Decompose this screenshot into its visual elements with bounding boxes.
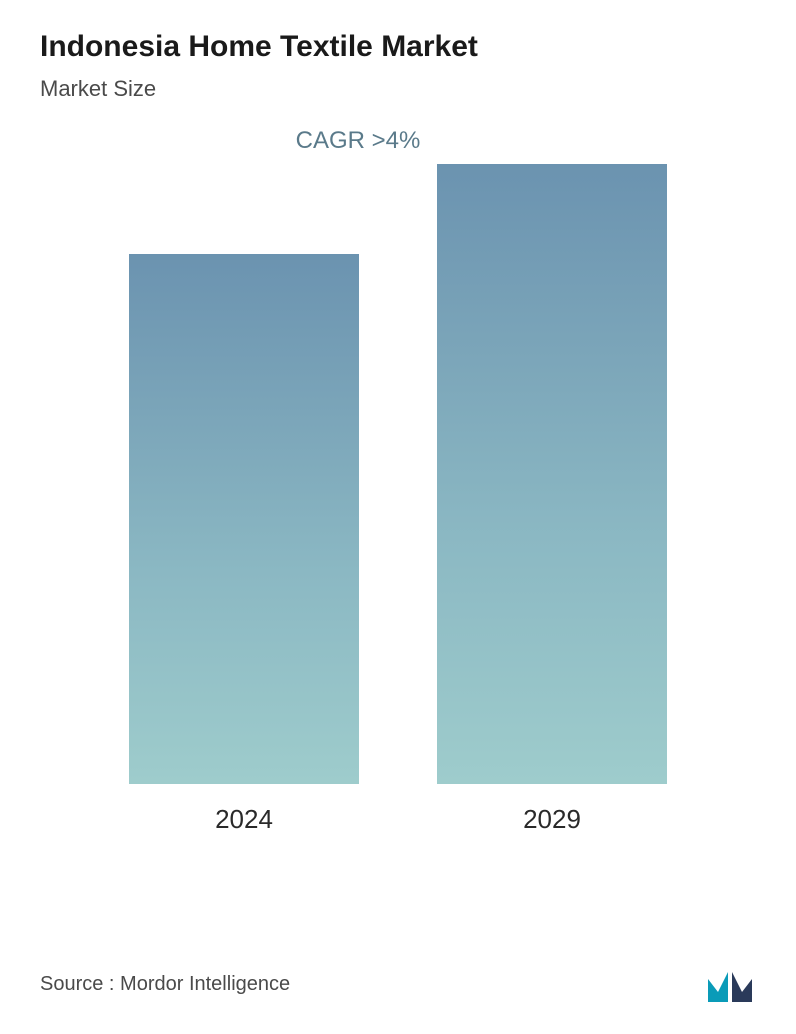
bar-wrapper-0: 2024 — [90, 254, 398, 835]
bar-1 — [437, 164, 667, 784]
bar-label-0: 2024 — [215, 804, 273, 835]
bar-wrapper-1: 2029 — [398, 164, 706, 835]
cagr-label: CAGR >4% — [0, 127, 756, 155]
chart-subtitle: Market Size — [40, 76, 756, 102]
chart-area: 2024 2029 — [70, 215, 726, 895]
bars-container: 2024 2029 — [70, 215, 726, 835]
source-attribution: Source : Mordor Intelligence — [40, 973, 290, 996]
bar-label-1: 2029 — [523, 804, 581, 835]
footer: Source : Mordor Intelligence — [40, 964, 756, 1004]
mordor-logo — [706, 964, 756, 1004]
bar-0 — [129, 254, 359, 784]
logo-icon — [706, 964, 756, 1004]
chart-title: Indonesia Home Textile Market — [40, 30, 756, 64]
